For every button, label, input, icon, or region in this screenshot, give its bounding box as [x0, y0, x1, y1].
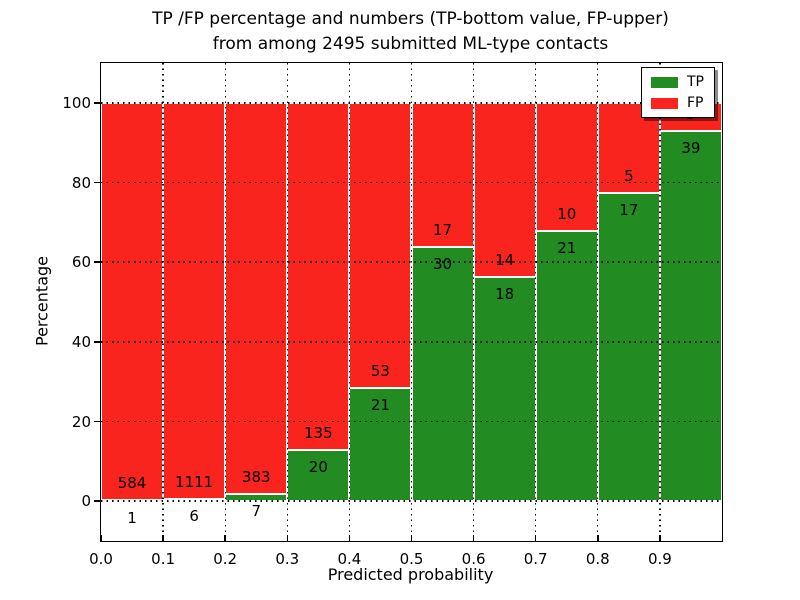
y-tick-label: 20 — [71, 412, 91, 431]
x-tick-label: 0.0 — [89, 550, 113, 568]
y-tick-label: 0 — [81, 492, 91, 511]
fp-bar-segment — [163, 102, 226, 500]
tp-bar-segment — [659, 131, 722, 502]
fp-bar-segment — [287, 102, 350, 450]
fp-bar-segment — [225, 102, 288, 494]
fp-count-label: 17 — [433, 220, 453, 239]
x-gridline — [472, 63, 475, 541]
x-tick-label: 0.6 — [461, 550, 486, 568]
y-tick-label: 100 — [62, 93, 91, 112]
x-gridline — [162, 63, 164, 541]
tp-count-label: 1 — [127, 508, 137, 527]
x-tick-label: 0.3 — [275, 550, 300, 568]
tp-count-label: 7 — [251, 502, 261, 521]
legend-entry: FP — [651, 96, 704, 110]
legend-label: FP — [687, 95, 704, 111]
tp-count-label: 39 — [681, 139, 701, 158]
tp-bar-segment — [597, 193, 660, 502]
x-tick-label: 0.2 — [213, 550, 238, 568]
fp-count-label: 383 — [241, 467, 271, 486]
fp-count-label: 1111 — [175, 472, 214, 491]
x-tick-label: 0.5 — [399, 550, 424, 568]
fp-count-label: 5 — [624, 167, 634, 186]
x-tick-label: 0.4 — [337, 550, 362, 568]
fp-count-label: 10 — [557, 205, 577, 224]
chart-title-line2: from among 2495 submitted ML-type contac… — [212, 34, 609, 54]
x-gridline — [224, 63, 226, 541]
tp-count-label: 21 — [370, 396, 390, 415]
fp-count-label: 584 — [117, 474, 147, 493]
tp-count-label: 18 — [495, 285, 515, 304]
tp-bar-segment — [473, 277, 536, 502]
x-gridline — [535, 63, 537, 541]
fp-bar-segment — [349, 102, 412, 389]
x-axis-label: Predicted probability — [327, 565, 494, 584]
fp-bar-segment — [411, 102, 474, 247]
legend-entry: TP — [651, 75, 704, 89]
tp-count-label: 21 — [557, 239, 577, 258]
chart-title-line1: TP /FP percentage and numbers (TP-bottom… — [152, 9, 669, 29]
tp-count-label: 30 — [433, 255, 453, 274]
y-tick-mark — [94, 102, 101, 104]
x-tick-mark — [100, 535, 102, 541]
legend-label: TP — [687, 74, 704, 90]
tp-count-label: 6 — [189, 507, 199, 526]
y-tick-mark — [94, 420, 101, 423]
x-gridline — [348, 63, 351, 541]
x-tick-label: 0.9 — [647, 550, 672, 568]
fp-bar-segment — [473, 102, 536, 278]
y-tick-mark — [94, 341, 101, 343]
y-tick-label: 60 — [71, 253, 91, 272]
fp-legend-swatch — [651, 97, 678, 109]
fp-bar-segment — [101, 102, 164, 501]
x-tick-label: 0.8 — [585, 550, 610, 568]
x-gridline — [286, 63, 288, 541]
y-tick-mark — [94, 261, 101, 263]
x-gridline — [597, 63, 599, 541]
tp-count-label: 17 — [619, 201, 639, 220]
x-tick-label: 0.1 — [151, 550, 176, 568]
tp-bar-segment — [411, 246, 474, 502]
fp-count-label: 14 — [495, 250, 515, 269]
y-tick-mark — [94, 500, 101, 502]
chart-title: TP /FP percentage and numbers (TP-bottom… — [100, 7, 721, 57]
x-gridline — [410, 63, 413, 541]
tp-legend-swatch — [651, 76, 678, 88]
tp-bar-segment — [535, 231, 598, 502]
x-tick-label: 0.7 — [523, 550, 548, 568]
tp-count-label: 20 — [308, 457, 328, 476]
plot-area: 5841111163837135205321173014181021517339… — [62, 62, 723, 568]
legend: TP FP — [641, 67, 715, 118]
x-gridline — [659, 63, 661, 541]
y-tick-label: 40 — [71, 332, 91, 351]
fp-count-label: 135 — [304, 423, 333, 442]
fp-count-label: 53 — [370, 361, 390, 380]
y-tick-label: 80 — [71, 173, 91, 192]
y-tick-mark — [94, 181, 101, 184]
